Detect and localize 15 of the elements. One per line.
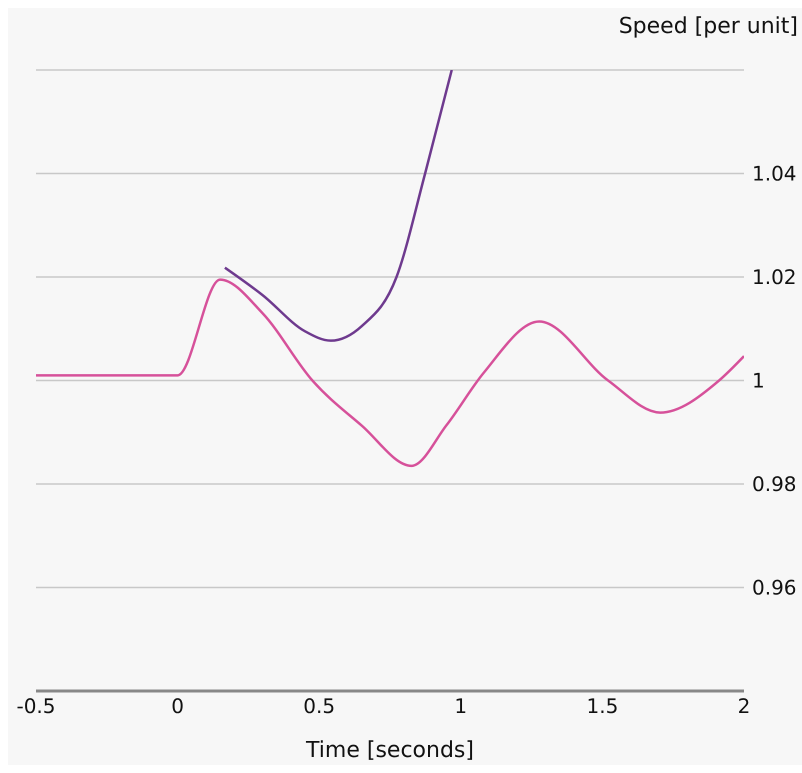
x-tick-label: -0.5 [16,694,56,718]
y-tick-label: 1 [752,368,765,393]
y-tick-label: 0.96 [752,576,797,600]
y-tick-label: 0.98 [752,472,797,496]
y-tick-label: 1.04 [752,162,797,186]
line-series [224,70,453,342]
x-tick-label: 0 [171,694,184,718]
x-tick-label: 0.5 [303,694,336,718]
y-tick-label: 1.02 [752,265,797,290]
line-series [36,278,744,468]
x-tick-label: 1 [454,694,468,718]
x-tick-label: 1.5 [586,694,618,718]
y-axis-title: Speed [per unit] [618,14,798,39]
x-axis-title: Time [seconds] [305,738,474,763]
x-tick-label: 2 [738,694,750,718]
